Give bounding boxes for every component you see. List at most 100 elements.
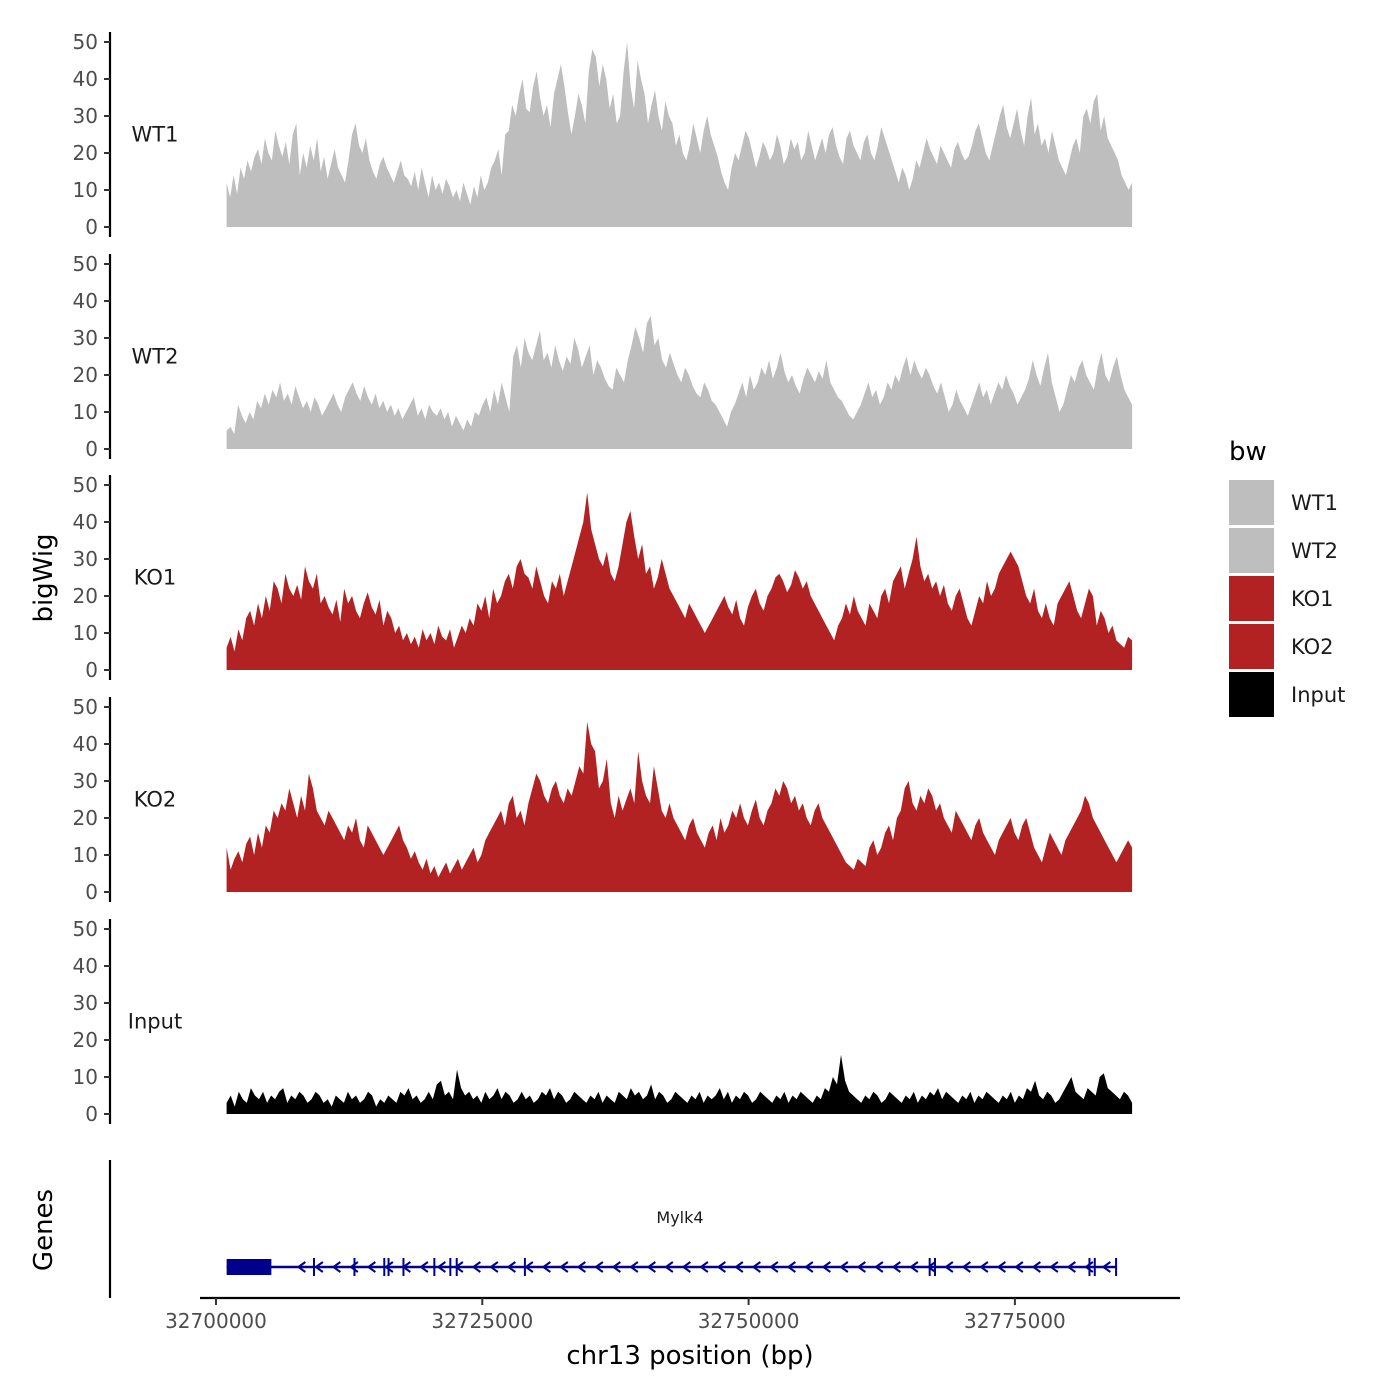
strand-arrow <box>979 1261 989 1273</box>
strand-arrow <box>349 1261 359 1273</box>
signal-area-wt2 <box>226 315 1133 449</box>
strand-arrow <box>786 1261 796 1273</box>
y-tick-label: 20 <box>73 806 98 830</box>
y-tick-label: 40 <box>73 954 98 978</box>
strand-arrow <box>384 1261 394 1273</box>
strand-arrow <box>856 1261 866 1273</box>
strand-arrow <box>541 1261 551 1273</box>
x-axis: 32700000 32725000 32750000 32775000 <box>165 1296 1180 1333</box>
strand-arrow <box>1066 1261 1076 1273</box>
signal-area-ko2 <box>226 721 1133 892</box>
y-tick-label: 0 <box>85 215 98 239</box>
signal-area-ko1 <box>226 492 1133 670</box>
track-ko2: 0 10 20 30 40 50 KO2 <box>73 695 1133 904</box>
strand-arrow <box>436 1261 446 1273</box>
x-tick-label: 32700000 <box>165 1309 267 1333</box>
strand-arrow <box>611 1261 621 1273</box>
strand-arrow <box>804 1261 814 1273</box>
strand-arrow <box>874 1261 884 1273</box>
track-label: WT2 <box>132 345 179 369</box>
y-tick-label: 40 <box>73 732 98 756</box>
y-tick-label: 50 <box>73 473 98 497</box>
x-tick-label: 32725000 <box>431 1309 533 1333</box>
track-label: WT1 <box>132 123 179 147</box>
strand-arrow <box>909 1261 919 1273</box>
legend-key-ko2 <box>1229 624 1274 669</box>
strand-arrow <box>646 1261 656 1273</box>
legend: bw WT1 WT2 KO1 KO2 Input <box>1229 437 1345 717</box>
y-tick-label: 40 <box>73 67 98 91</box>
y-tick-label: 10 <box>73 621 98 645</box>
track-label: KO1 <box>134 566 177 590</box>
y-tick-label: 40 <box>73 289 98 313</box>
strand-arrow <box>506 1261 516 1273</box>
y-axis-title: bigWig <box>29 533 59 622</box>
legend-key-ko1 <box>1229 576 1274 621</box>
strand-arrow <box>331 1261 341 1273</box>
gene-label: Mylk4 <box>656 1208 703 1227</box>
signal-area-input <box>226 1054 1133 1114</box>
y-tick-label: 10 <box>73 843 98 867</box>
strand-arrow <box>559 1261 569 1273</box>
track-input: 0 10 20 30 40 50 Input <box>73 917 1133 1126</box>
strand-arrow <box>891 1261 901 1273</box>
strand-arrow <box>419 1261 429 1273</box>
track-ko1: 0 10 20 30 40 50 KO1 <box>73 473 1133 682</box>
strand-arrow <box>1084 1261 1094 1273</box>
y-tick-label: 50 <box>73 917 98 941</box>
y-tick-label: 0 <box>85 1102 98 1126</box>
y-tick-label: 0 <box>85 880 98 904</box>
legend-key-wt1 <box>1229 480 1274 525</box>
legend-label: WT1 <box>1291 491 1338 515</box>
x-tick-label: 32750000 <box>698 1309 800 1333</box>
legend-key-wt2 <box>1229 528 1274 573</box>
y-tick-label: 0 <box>85 437 98 461</box>
strand-arrow <box>576 1261 586 1273</box>
x-tick-label: 32775000 <box>964 1309 1066 1333</box>
strand-arrow <box>821 1261 831 1273</box>
legend-label: WT2 <box>1291 539 1338 563</box>
strand-arrow <box>699 1261 709 1273</box>
strand-arrow <box>1049 1261 1059 1273</box>
strand-arrow <box>839 1261 849 1273</box>
legend-label: Input <box>1291 683 1345 707</box>
gene-panel: Mylk4 <box>108 1160 1118 1298</box>
y-tick-label: 0 <box>85 658 98 682</box>
y-tick-label: 20 <box>73 363 98 387</box>
y-tick-label: 30 <box>73 547 98 571</box>
y-tick-label: 10 <box>73 1065 98 1089</box>
gene-exon-block <box>226 1259 272 1275</box>
strand-arrow <box>489 1261 499 1273</box>
strand-arrow <box>524 1261 534 1273</box>
strand-arrow <box>751 1261 761 1273</box>
legend-label: KO1 <box>1291 587 1334 611</box>
strand-arrow <box>996 1261 1006 1273</box>
strand-arrow <box>1101 1261 1111 1273</box>
strand-arrow <box>961 1261 971 1273</box>
legend-label: KO2 <box>1291 635 1334 659</box>
y-tick-label: 40 <box>73 510 98 534</box>
strand-arrow <box>629 1261 639 1273</box>
strand-arrow <box>314 1261 324 1273</box>
strand-arrow <box>471 1261 481 1273</box>
strand-arrow <box>366 1261 376 1273</box>
track-label: KO2 <box>134 788 177 812</box>
strand-arrow <box>296 1261 306 1273</box>
strand-arrow <box>716 1261 726 1273</box>
y-tick-label: 50 <box>73 30 98 54</box>
y-tick-label: 10 <box>73 178 98 202</box>
y-tick-label: 30 <box>73 104 98 128</box>
y-tick-label: 50 <box>73 695 98 719</box>
y-tick-label: 10 <box>73 400 98 424</box>
strand-arrow <box>769 1261 779 1273</box>
track-label: Input <box>128 1010 182 1034</box>
strand-arrow <box>944 1261 954 1273</box>
y-tick-label: 20 <box>73 584 98 608</box>
strand-arrow <box>926 1261 936 1273</box>
signal-area-wt1 <box>226 42 1133 227</box>
signal-tracks: 0 10 20 30 40 50 WT1 0 10 20 30 40 50 WT2 0 10 20 30 40 50 K… <box>73 30 1133 1126</box>
strand-arrow <box>1031 1261 1041 1273</box>
strand-arrow <box>681 1261 691 1273</box>
strand-arrow <box>734 1261 744 1273</box>
